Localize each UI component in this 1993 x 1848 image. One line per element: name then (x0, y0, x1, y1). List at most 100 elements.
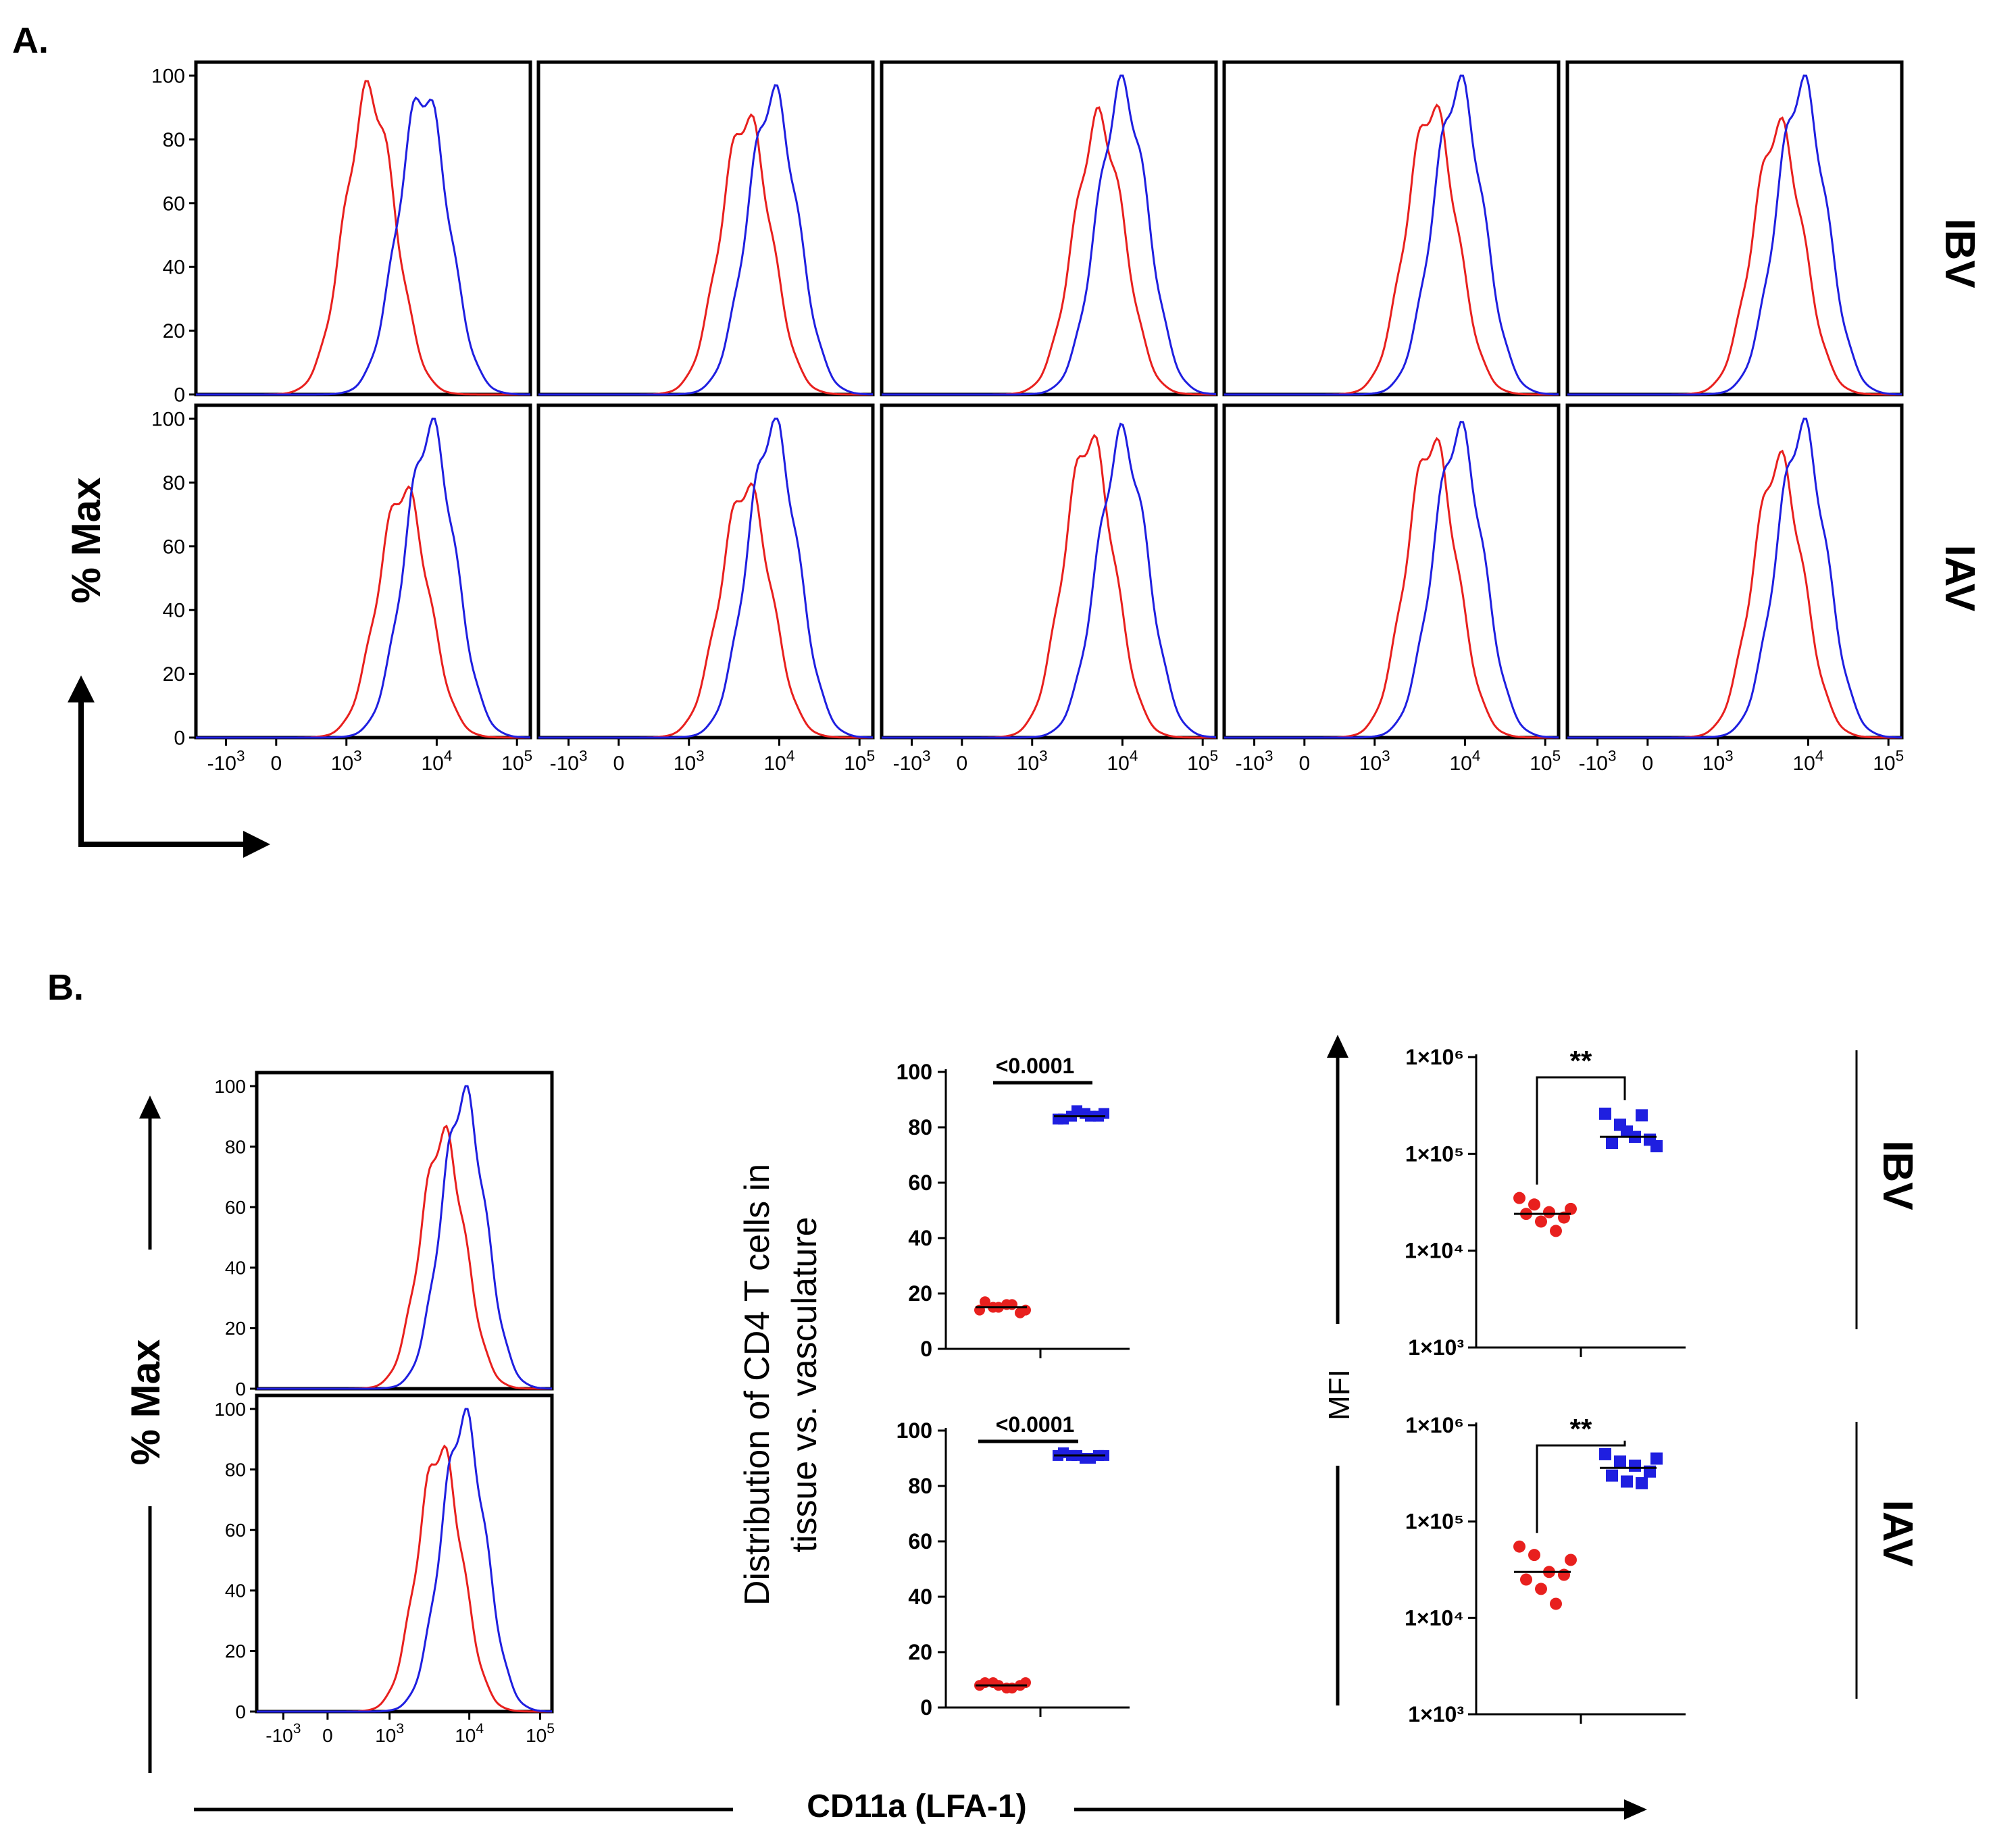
x-tick-label: 103 (1017, 748, 1048, 775)
panel-a-ylabel: % Max (64, 478, 109, 604)
dist-y-tick-label: 100 (897, 1418, 932, 1443)
dist-y-tick-label: 80 (908, 1115, 932, 1139)
x-tick-label: 103 (1702, 748, 1734, 775)
data-point-red (1020, 1677, 1031, 1689)
dist-y-tick-label: 40 (908, 1226, 932, 1250)
data-point-red (1513, 1540, 1525, 1553)
x-tick-label: -103 (207, 748, 245, 775)
x-arrow-head (243, 831, 270, 858)
data-point-blue (1071, 1105, 1082, 1116)
bottom-arrow-head (1624, 1799, 1647, 1820)
y-tick-label: 20 (225, 1318, 246, 1339)
mfi-arrow-head (1327, 1035, 1348, 1058)
histogram-frame (255, 1393, 554, 1714)
data-point-blue (1606, 1469, 1618, 1482)
x-tick-label: 104 (763, 748, 794, 775)
distribution-ylabel-line1: Distribution of CD4 T cells in (738, 1164, 777, 1606)
mfi-ylabel: MFI (1323, 1369, 1356, 1420)
x-tick-label: 103 (1359, 748, 1390, 775)
y-tick-label: 80 (225, 1136, 246, 1157)
y-tick-label: 60 (163, 192, 185, 215)
dist-y-tick-label: 0 (920, 1337, 932, 1361)
histogram-frame (536, 60, 875, 396)
histogram-frame (880, 403, 1218, 740)
x-tick-label: 0 (613, 752, 624, 775)
b-row-label-iav: IAV (1874, 1500, 1921, 1567)
data-point-red (1535, 1583, 1547, 1595)
b-row-label-ibv: IBV (1874, 1140, 1921, 1210)
x-tick-label: 104 (1792, 748, 1823, 775)
x-tick-label: 104 (421, 748, 452, 775)
blue-histogram-line (1224, 74, 1559, 396)
y-tick-label: 60 (225, 1520, 246, 1541)
data-point-red (1513, 1191, 1525, 1204)
x-tick-label: -103 (550, 748, 588, 775)
panel-b-label: B. (47, 967, 84, 1008)
dist-y-tick-label: 40 (908, 1585, 932, 1609)
mfi-y-tick-label: 1×10³ (1408, 1335, 1464, 1360)
significance-bracket (1536, 1076, 1626, 1185)
x-tick-label: 0 (1642, 752, 1653, 775)
histogram-frame (1565, 403, 1904, 740)
data-point-blue (1621, 1475, 1633, 1488)
row-label-ibv: IBV (1936, 218, 1983, 288)
dist-y-tick-label: 20 (908, 1640, 932, 1664)
significance-bracket (1536, 1440, 1626, 1533)
blue-histogram-line (257, 1085, 552, 1390)
histogram-frame (194, 403, 532, 740)
y-tick-label: 100 (151, 66, 185, 88)
blue-histogram-line (257, 1408, 552, 1713)
row-label-iav: IAV (1936, 545, 1983, 612)
panel-a-label: A. (12, 20, 49, 61)
x-tick-label: 105 (1530, 748, 1561, 775)
histogram-frame (194, 60, 532, 396)
x-tick-label: 104 (455, 1721, 484, 1746)
data-point-red (1520, 1573, 1532, 1586)
data-point-blue (1636, 1477, 1648, 1489)
x-tick-label: 0 (1298, 752, 1310, 775)
x-tick-label: 105 (526, 1721, 555, 1746)
y-tick-label: 100 (214, 1076, 246, 1097)
red-histogram-line (538, 482, 873, 739)
y-tick-label: 60 (225, 1197, 246, 1218)
y-tick-label: 80 (225, 1459, 246, 1480)
y-tick-label: 80 (163, 472, 185, 494)
y-tick-label: 0 (174, 727, 185, 750)
y-tick-label: 0 (235, 1379, 246, 1400)
y-tick-label: 20 (225, 1641, 246, 1662)
x-tick-label: 104 (1107, 748, 1138, 775)
x-tick-label: -103 (266, 1721, 301, 1746)
data-point-blue (1599, 1107, 1611, 1120)
significance-label: ** (1570, 1045, 1592, 1077)
dist-y-tick-label: 80 (908, 1474, 932, 1498)
y-tick-label: 80 (163, 129, 185, 151)
x-axis-label: CD11a (LFA-1) (807, 1789, 1026, 1824)
blue-histogram-line (882, 422, 1217, 739)
y-tick-label: 60 (163, 536, 185, 558)
mfi-y-tick-label: 1×10⁴ (1405, 1239, 1464, 1263)
mfi-y-tick-label: 1×10³ (1408, 1702, 1464, 1726)
red-histogram-line (882, 434, 1216, 739)
y-tick-label: 100 (214, 1399, 246, 1420)
histogram-frame (1565, 60, 1904, 396)
data-point-blue (1636, 1109, 1648, 1122)
x-tick-label: 103 (674, 748, 705, 775)
mfi-y-tick-label: 1×10⁴ (1405, 1606, 1464, 1630)
blue-histogram-line (538, 84, 873, 396)
data-point-red (1565, 1202, 1577, 1215)
data-point-blue (1058, 1447, 1069, 1458)
data-point-red (1528, 1549, 1540, 1562)
x-tick-label: 105 (1873, 748, 1904, 775)
x-tick-label: 105 (501, 748, 532, 775)
x-tick-label: 105 (844, 748, 875, 775)
mfi-y-tick-label: 1×10⁵ (1405, 1141, 1464, 1166)
red-histogram-line (196, 80, 530, 396)
data-point-red (1535, 1215, 1547, 1228)
mfi-y-tick-label: 1×10⁵ (1405, 1510, 1464, 1534)
blue-histogram-line (196, 96, 530, 396)
data-point-blue (1614, 1455, 1626, 1468)
x-tick-label: 105 (1187, 748, 1218, 775)
distribution-ylabel-line2: tissue vs. vasculature (785, 1216, 824, 1552)
